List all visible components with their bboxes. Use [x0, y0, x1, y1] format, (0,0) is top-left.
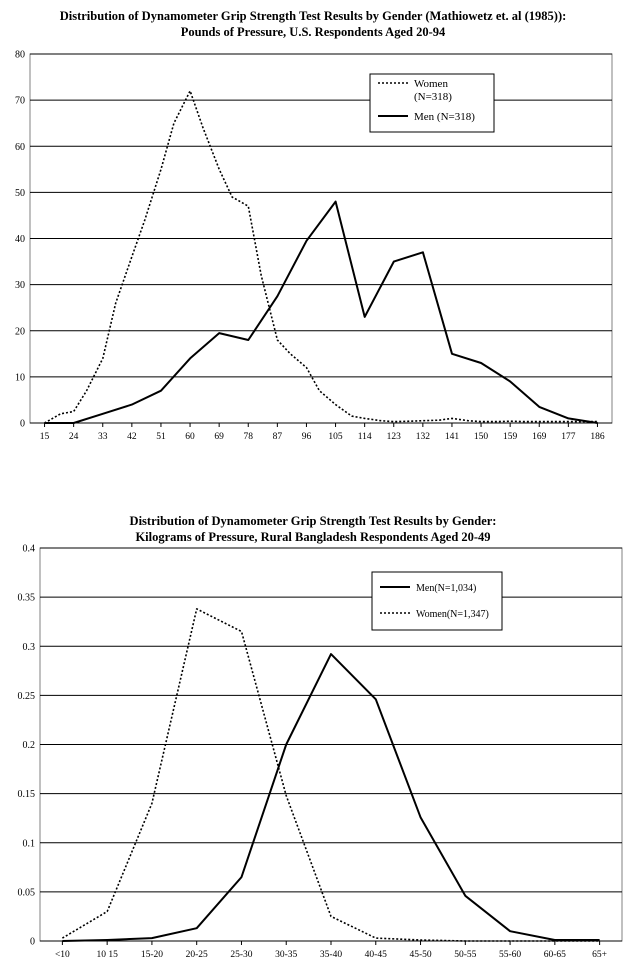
x-tick-label: 150	[474, 432, 489, 442]
chart-title-line1: Distribution of Dynamometer Grip Strengt…	[129, 514, 497, 528]
chart-title-line2: Kilograms of Pressure, Rural Bangladesh …	[135, 530, 491, 544]
y-tick-label: 50	[15, 188, 25, 199]
x-tick-label: 87	[273, 432, 283, 442]
x-tick-label: 25-30	[230, 950, 252, 960]
y-tick-label: 0.3	[23, 642, 36, 653]
chart-us-pounds: Distribution of Dynamometer Grip Strengt…	[0, 0, 626, 442]
x-tick-label: 132	[416, 432, 431, 442]
x-tick-label: 123	[387, 432, 402, 442]
x-tick-label: 65+	[592, 950, 607, 960]
x-tick-label: 60-65	[544, 950, 566, 960]
series-line-solid	[44, 200, 598, 424]
x-tick-label: 69	[214, 432, 224, 442]
y-tick-label: 0	[30, 937, 35, 948]
y-tick-label: 30	[15, 280, 25, 291]
y-tick-label: 0.4	[23, 544, 36, 555]
legend-label: Women (N=318)	[414, 78, 452, 103]
x-tick-label: 33	[98, 432, 108, 442]
y-tick-label: 60	[15, 142, 25, 153]
chart-title-line2: Pounds of Pressure, U.S. Respondents Age…	[180, 25, 446, 39]
y-tick-label: 0.35	[18, 593, 36, 604]
y-tick-label: 0.25	[18, 691, 36, 702]
x-tick-label: 51	[156, 432, 166, 442]
y-tick-label: 0.05	[18, 887, 36, 898]
x-tick-label: 159	[503, 432, 518, 442]
legend-box	[371, 571, 503, 631]
x-tick-label: 96	[302, 432, 312, 442]
legend: Women (N=318) Men (N=318)	[369, 73, 495, 133]
y-tick-label: 10	[15, 372, 25, 383]
series-line-dotted	[44, 90, 598, 424]
legend-label: Men(N=1,034)	[416, 583, 476, 594]
x-tick-label: 40-45	[365, 950, 387, 960]
chart-bangladesh-kilograms: Distribution of Dynamometer Grip Strengt…	[0, 505, 626, 971]
x-tick-label: <10	[55, 950, 70, 960]
legend-label: Men (N=318)	[414, 111, 475, 123]
series-line-dotted	[61, 608, 600, 942]
x-tick-label: 10 15	[96, 950, 118, 960]
x-tick-label: 50-55	[454, 950, 476, 960]
x-tick-label: 42	[127, 432, 137, 442]
x-tick-label: 78	[244, 432, 254, 442]
y-tick-label: 80	[15, 50, 25, 61]
x-tick-label: 45-50	[409, 950, 431, 960]
x-tick-label: 141	[445, 432, 460, 442]
chart-plot-area: 0 10 20 30 40 50 60 70 80 15 24 33 42 51 60 69 78 87 96 105…	[15, 50, 613, 442]
x-tick-label: 114	[358, 432, 372, 442]
x-tick-label: 186	[590, 432, 605, 442]
x-tick-label: 20-25	[186, 950, 208, 960]
y-tick-label: 0.1	[23, 838, 36, 849]
chart-title: Distribution of Dynamometer Grip Strengt…	[0, 513, 626, 545]
x-tick-label: 35-40	[320, 950, 342, 960]
x-tick-label: 55-60	[499, 950, 521, 960]
x-tick-label: 15	[40, 432, 50, 442]
y-tick-label: 40	[15, 234, 25, 245]
y-tick-label: 0	[20, 419, 25, 430]
x-tick-label: 169	[532, 432, 547, 442]
x-tick-label: 15-20	[141, 950, 163, 960]
x-tick-label: 177	[561, 432, 576, 442]
x-tick-label: 30-35	[275, 950, 297, 960]
legend-label: Women(N=1,347)	[416, 609, 489, 620]
x-tick-label: 60	[185, 432, 195, 442]
chart-title-line1: Distribution of Dynamometer Grip Strengt…	[59, 9, 567, 23]
y-tick-label: 0.2	[23, 740, 36, 751]
y-tick-label: 70	[15, 96, 25, 107]
y-tick-label: 0.15	[18, 789, 36, 800]
chart-title: Distribution of Dynamometer Grip Strengt…	[0, 8, 626, 40]
x-tick-label: 105	[328, 432, 343, 442]
legend: Men(N=1,034) Women(N=1,347)	[371, 571, 503, 631]
chart-plot-area: 0 0.05 0.1 0.15 0.2 0.25 0.3 0.35 0.4 <10 10 15 15-…	[18, 544, 623, 960]
x-tick-label: 24	[69, 432, 79, 442]
series-line-solid	[62, 653, 600, 942]
y-tick-label: 20	[15, 326, 25, 337]
